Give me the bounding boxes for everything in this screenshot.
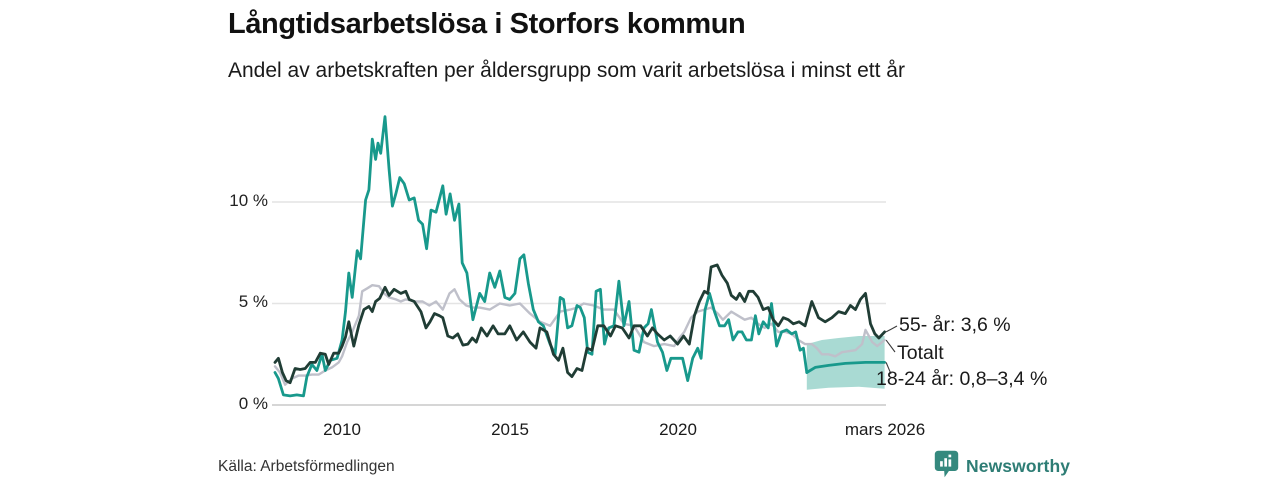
series-line-totalt [273, 284, 886, 386]
annotation-leader-line [885, 325, 898, 333]
x-axis-tick-label: mars 2026 [844, 420, 926, 439]
newsworthy-icon [934, 450, 959, 480]
series-line-18-24 [273, 115, 809, 398]
x-axis-tick-label: 2010 [323, 420, 361, 439]
x-axis-tick-label: 2020 [659, 420, 697, 439]
y-axis-tick-label: 5 % [238, 292, 268, 311]
annotation-leader-line [885, 339, 896, 353]
series-line-55 [273, 263, 886, 385]
y-axis-tick-label: 10 % [229, 191, 268, 210]
y-axis-tick-label: 0 % [238, 394, 268, 413]
x-axis-tick-label: 2015 [491, 420, 529, 439]
series-end-label-totalt: Totalt [897, 342, 944, 364]
series-end-label-18-24: 18-24 år: 0,8–3,4 % [876, 368, 1048, 390]
newsworthy-logo[interactable]: Newsworthy [934, 450, 1070, 480]
annotation-leader-line [885, 362, 892, 375]
chart-subtitle: Andel av arbetskraften per åldersgrupp s… [228, 59, 905, 82]
projection-center-line [805, 360, 886, 374]
chart-title: Långtidsarbetslösa i Storfors kommun [228, 8, 746, 40]
series-end-label-55: 55- år: 3,6 % [899, 314, 1011, 336]
source-label: Källa: Arbetsförmedlingen [218, 458, 395, 475]
newsworthy-wordmark: Newsworthy [966, 456, 1071, 476]
